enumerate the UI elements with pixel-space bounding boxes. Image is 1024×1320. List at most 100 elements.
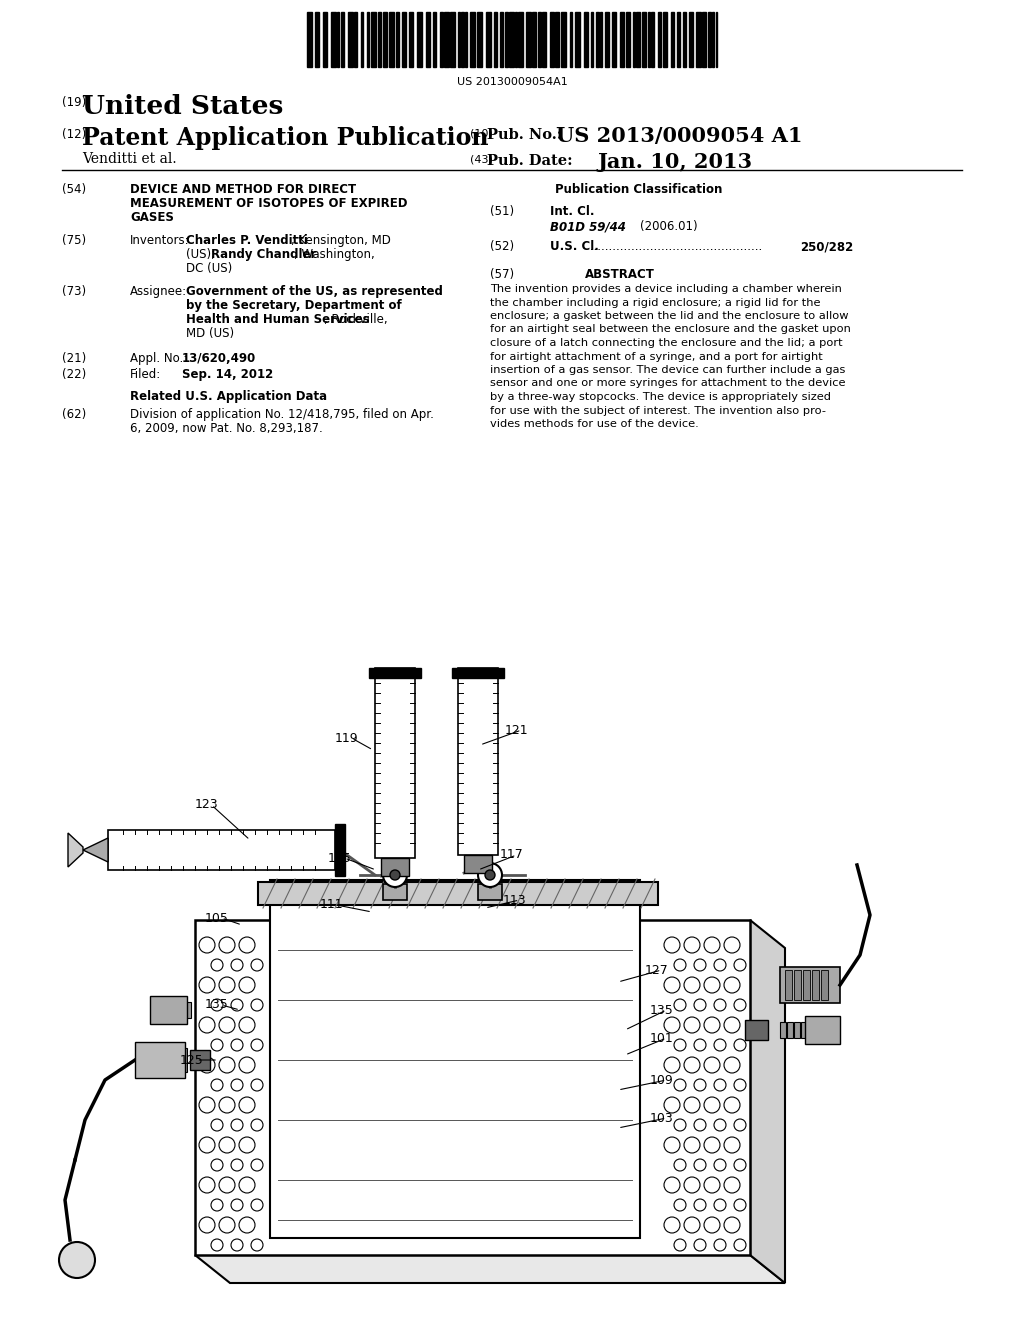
Text: Assignee:: Assignee: [130, 285, 187, 298]
Circle shape [211, 1199, 223, 1210]
Polygon shape [178, 1002, 184, 1018]
Circle shape [674, 1078, 686, 1092]
Text: 117: 117 [500, 849, 523, 862]
Circle shape [219, 977, 234, 993]
Circle shape [684, 1057, 700, 1073]
Circle shape [239, 1016, 255, 1034]
Circle shape [211, 960, 223, 972]
Bar [367, 12, 369, 67]
Bar [538, 12, 541, 67]
Text: Filed:: Filed: [130, 368, 161, 381]
Bar [389, 12, 394, 67]
Polygon shape [172, 1048, 179, 1072]
Text: Charles P. Venditti: Charles P. Venditti [186, 234, 308, 247]
Bar [518, 12, 523, 67]
Bar [696, 12, 701, 67]
Circle shape [724, 1016, 740, 1034]
Text: Int. Cl.: Int. Cl. [550, 205, 595, 218]
Text: for an airtight seal between the enclosure and the gasket upon: for an airtight seal between the enclosu… [490, 325, 851, 334]
Bar [458, 12, 460, 67]
Circle shape [485, 870, 495, 880]
Circle shape [734, 1078, 746, 1092]
Circle shape [664, 1097, 680, 1113]
Bar [396, 12, 399, 67]
Circle shape [199, 1016, 215, 1034]
Circle shape [724, 1217, 740, 1233]
Text: (73): (73) [62, 285, 86, 298]
Text: Venditti et al.: Venditti et al. [82, 152, 176, 166]
Polygon shape [270, 880, 640, 1238]
Polygon shape [458, 668, 498, 855]
Text: 123: 123 [195, 799, 219, 812]
Bar [341, 12, 344, 67]
Circle shape [694, 1159, 706, 1171]
Circle shape [705, 1177, 720, 1193]
Bar [486, 12, 490, 67]
Text: (12): (12) [62, 128, 86, 141]
Bar [477, 12, 482, 67]
Circle shape [734, 1199, 746, 1210]
Polygon shape [785, 970, 792, 1001]
Polygon shape [787, 1022, 793, 1038]
Polygon shape [369, 668, 421, 678]
Text: (75): (75) [62, 234, 86, 247]
Text: vides methods for use of the device.: vides methods for use of the device. [490, 418, 698, 429]
Bar [500, 12, 503, 67]
Bar [307, 12, 312, 67]
Bar [402, 12, 406, 67]
Polygon shape [794, 970, 801, 1001]
Bar [648, 12, 650, 67]
Bar [323, 12, 327, 67]
Polygon shape [375, 668, 415, 858]
Polygon shape [478, 884, 502, 900]
Circle shape [674, 1159, 686, 1171]
Text: 111: 111 [319, 899, 344, 912]
Circle shape [251, 1239, 263, 1251]
Circle shape [694, 960, 706, 972]
Text: closure of a latch connecting the enclosure and the lid; a port: closure of a latch connecting the enclos… [490, 338, 843, 348]
Bar [542, 12, 546, 67]
Bar [409, 12, 413, 67]
Polygon shape [801, 1022, 807, 1038]
Circle shape [478, 863, 502, 887]
Text: Pub. No.:: Pub. No.: [487, 128, 562, 143]
Polygon shape [745, 1020, 768, 1040]
Circle shape [674, 1039, 686, 1051]
Circle shape [684, 1097, 700, 1113]
Text: Randy Chandler: Randy Chandler [211, 248, 316, 261]
Bar [620, 12, 624, 67]
Text: Government of the US, as represented: Government of the US, as represented [186, 285, 442, 298]
Circle shape [390, 870, 400, 880]
Circle shape [705, 1057, 720, 1073]
Circle shape [239, 1057, 255, 1073]
Text: MD (US): MD (US) [186, 327, 234, 341]
Text: 119: 119 [335, 731, 358, 744]
Circle shape [211, 1239, 223, 1251]
Text: 103: 103 [650, 1111, 674, 1125]
Circle shape [239, 937, 255, 953]
Circle shape [231, 1039, 243, 1051]
Polygon shape [150, 997, 187, 1024]
Text: 135: 135 [650, 1003, 674, 1016]
Circle shape [219, 1137, 234, 1152]
Bar [354, 12, 357, 67]
Text: Patent Application Publication: Patent Application Publication [82, 125, 488, 150]
Text: US 2013/0009054 A1: US 2013/0009054 A1 [556, 125, 803, 147]
Text: GASES: GASES [130, 211, 174, 224]
Bar [526, 12, 531, 67]
Circle shape [199, 1217, 215, 1233]
Circle shape [705, 1016, 720, 1034]
Text: DEVICE AND METHOD FOR DIRECT: DEVICE AND METHOD FOR DIRECT [130, 183, 356, 195]
Bar [612, 12, 616, 67]
Polygon shape [780, 968, 840, 1003]
Circle shape [705, 1217, 720, 1233]
Circle shape [664, 1057, 680, 1073]
Circle shape [211, 1119, 223, 1131]
Text: The invention provides a device including a chamber wherein: The invention provides a device includin… [490, 284, 842, 294]
Circle shape [231, 1159, 243, 1171]
Bar [470, 12, 475, 67]
Circle shape [724, 1177, 740, 1193]
Text: 13/620,490: 13/620,490 [182, 352, 256, 366]
Circle shape [714, 999, 726, 1011]
Bar [708, 12, 711, 67]
